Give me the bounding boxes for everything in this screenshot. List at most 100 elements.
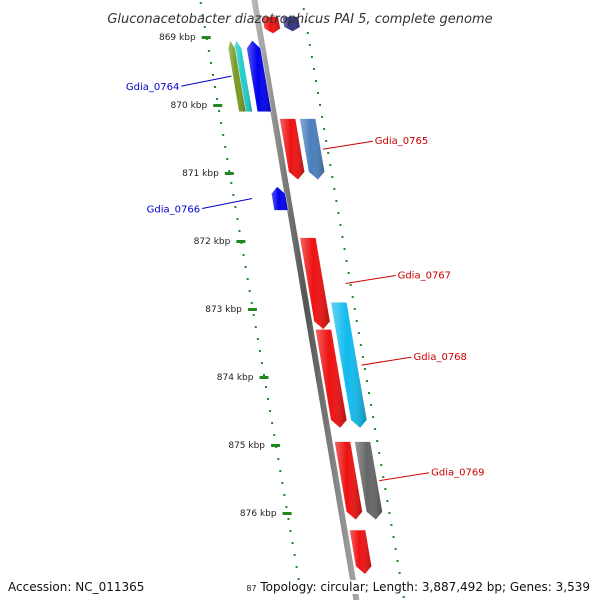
gc-dot-left — [279, 470, 282, 472]
gc-dot-left — [262, 374, 265, 376]
kbp-tick-label: 870 kbp — [171, 101, 208, 111]
gc-dot-right — [388, 512, 391, 514]
gc-dot-right — [325, 140, 328, 142]
gene-label-Gdia_0764[interactable]: Gdia_0764 — [126, 82, 179, 93]
gc-dot-left — [254, 326, 257, 328]
gene-label-Gdia_0769[interactable]: Gdia_0769 — [431, 468, 484, 479]
gene-shading-g_top_red2 — [349, 530, 372, 575]
gc-dot-left — [207, 50, 210, 52]
kbp-tick-label: 869 kbp — [159, 33, 196, 43]
gc-dot-right — [390, 524, 393, 526]
gene-label-Gdia_0766[interactable]: Gdia_0766 — [147, 205, 200, 216]
gc-dot-right — [327, 152, 330, 154]
gc-dot-right — [396, 560, 399, 562]
kbp-tick-label: 872 kbp — [194, 237, 231, 247]
gene-shading-g_rev_cyan — [233, 40, 253, 112]
backbone-line — [251, 0, 360, 600]
gc-dot-left — [273, 434, 276, 436]
gc-dot-right — [329, 164, 332, 166]
kbp-tick-mark — [247, 308, 257, 311]
gc-dot-right — [382, 476, 385, 478]
gc-dot-left — [220, 122, 223, 124]
gc-dot-right — [312, 68, 315, 70]
gc-dot-right — [378, 452, 381, 454]
kbp-tick-mark — [282, 512, 292, 515]
leader-Gdia_0766 — [202, 198, 253, 209]
gc-dot-right — [376, 440, 379, 442]
gc-dot-right — [357, 332, 360, 334]
gc-dot-right — [345, 260, 348, 262]
gc-dot-left — [289, 530, 292, 532]
gc-dot-right — [319, 104, 322, 106]
gc-dot-right — [361, 356, 364, 358]
gc-dot-left — [230, 182, 233, 184]
gc-dot-left — [297, 578, 300, 580]
gc-dot-left — [224, 146, 227, 148]
gc-dot-left — [226, 158, 229, 160]
gc-dot-right — [392, 536, 395, 538]
gene-shading-Gdia_0769 — [334, 441, 363, 520]
gc-dot-right — [331, 176, 334, 178]
gc-dot-left — [201, 14, 204, 16]
gc-dot-left — [271, 422, 274, 424]
gc-dot-right — [372, 416, 375, 418]
gc-dot-left — [293, 554, 296, 556]
gc-dot-right — [402, 596, 405, 598]
gc-dot-left — [260, 362, 263, 364]
gc-dot-left — [248, 290, 251, 292]
gc-dot-right — [317, 92, 320, 94]
gc-dot-left — [269, 410, 272, 412]
gene-shading-Gdia_0768 — [330, 302, 367, 428]
gc-dot-right — [333, 188, 336, 190]
leader-Gdia_0769 — [379, 472, 430, 482]
kbp-tick-label: 871 kbp — [182, 169, 219, 179]
gc-dot-left — [252, 314, 255, 316]
gc-dot-right — [304, 20, 307, 22]
genome-backbone — [251, 0, 360, 600]
kbp-tick-mark — [271, 444, 281, 447]
gc-dot-right — [335, 200, 338, 202]
gc-dot-left — [216, 98, 219, 100]
gc-dot-left — [265, 386, 268, 388]
gc-dot-right — [368, 392, 371, 394]
gene-features — [227, 16, 383, 575]
gc-dot-left — [283, 494, 286, 496]
gc-dot-left — [199, 2, 202, 4]
gc-dot-right — [359, 344, 362, 346]
clipped-tick-label: 87 — [246, 584, 257, 593]
gene-label-Gdia_0767[interactable]: Gdia_0767 — [398, 271, 451, 282]
gc-dot-left — [250, 302, 253, 304]
gc-dot-right — [349, 284, 352, 286]
gc-dot-right — [337, 212, 340, 214]
gc-dot-left — [232, 194, 235, 196]
gc-dot-right — [323, 128, 326, 130]
gc-dot-left — [277, 458, 280, 460]
topology-summary: Topology: circular; Length: 3,887,492 bp… — [260, 580, 590, 594]
gc-dot-right — [355, 320, 358, 322]
gene-shading-Gdia_0765 — [279, 118, 305, 180]
gc-dot-left — [211, 74, 214, 76]
gc-dot-right — [380, 464, 383, 466]
gene-shading-g_top_navy — [282, 16, 300, 32]
gc-dot-right — [386, 500, 389, 502]
gc-dot-right — [351, 296, 354, 298]
gc-dot-left — [291, 542, 294, 544]
kbp-tick-mark — [201, 36, 211, 39]
gene-label-Gdia_0765[interactable]: Gdia_0765 — [375, 136, 428, 147]
kbp-tick-mark — [213, 104, 223, 107]
gene-label-Gdia_0768[interactable]: Gdia_0768 — [413, 352, 466, 363]
gc-dot-left — [238, 230, 241, 232]
accession-text: Accession: NC_011365 — [8, 580, 145, 594]
kbp-tick-label: 874 kbp — [217, 373, 254, 383]
gc-dot-left — [281, 482, 284, 484]
gc-dot-left — [287, 518, 290, 520]
gc-dot-right — [394, 548, 397, 550]
gc-dot-left — [222, 134, 225, 136]
gc-dot-left — [256, 338, 259, 340]
gc-dot-left — [246, 278, 249, 280]
gc-dot-left — [209, 62, 212, 64]
gene-labels: Gdia_0764 Gdia_0766 Gdia_0765 Gdia_0767 Gdia… — [126, 75, 485, 482]
gc-dot-left — [218, 110, 221, 112]
gc-dot-left — [285, 506, 288, 508]
